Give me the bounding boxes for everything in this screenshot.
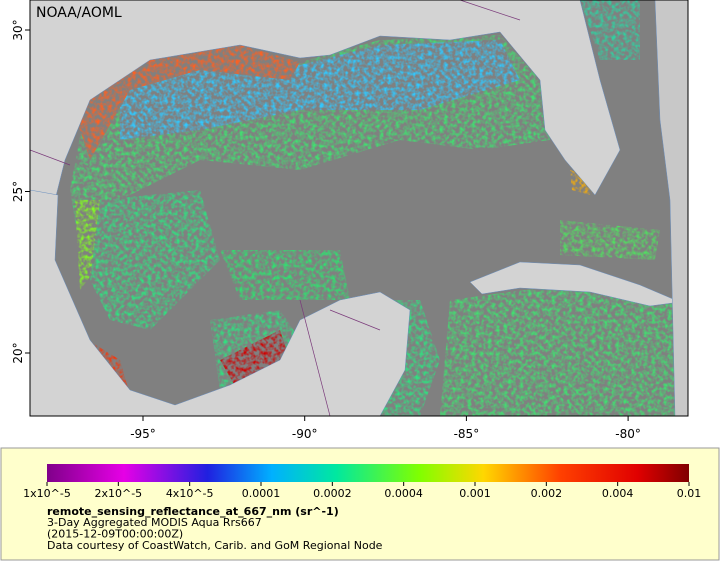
lat-label: 20° [11, 342, 25, 363]
variable-name: remote_sensing_reflectance_at_667_nm (sr… [47, 505, 339, 518]
borders [30, 0, 521, 416]
legend-lines: 3-Day Aggregated MODIS Aqua Rrs667(2015-… [47, 516, 383, 552]
legend-line: Data courtesy of CoastWatch, Carib. and … [47, 539, 383, 552]
colorbar-label: 0.001 [459, 487, 491, 500]
lat-label: 25° [11, 181, 25, 202]
colorbar-label: 2x10^-5 [94, 487, 142, 500]
us-land [30, 0, 621, 201]
colorbar-label: 4x10^-5 [166, 487, 214, 500]
cuba [469, 261, 681, 307]
map [30, 0, 688, 416]
colorbar-label: 1x10^-5 [23, 487, 71, 500]
lon-axis: -95° -90° -85° -80° [130, 416, 641, 441]
map-frame [29, 0, 689, 417]
legend-line: 3-Day Aggregated MODIS Aqua Rrs667 [47, 516, 262, 529]
lon-label: -80° [615, 427, 641, 441]
map-title: NOAA/AOML [36, 5, 122, 21]
colorbar-ticks: 1x10^-5 2x10^-5 4x10^-5 0.0001 0.0002 0.0004 0… [23, 482, 701, 500]
land [30, 0, 688, 416]
colorbar-label: 0.01 [677, 487, 702, 500]
colorbar-label: 0.0001 [242, 487, 281, 500]
lat-axis: 30° 25° 20° [11, 19, 30, 364]
lon-label: -90° [292, 427, 318, 441]
legend-line: (2015-12-09T00:00:00Z) [47, 528, 183, 541]
colorbar-label: 0.002 [531, 487, 563, 500]
colorbar-label: 0.004 [602, 487, 634, 500]
lon-label: -85° [454, 427, 480, 441]
colorbar [47, 464, 689, 482]
colorbar-label: 0.0004 [384, 487, 423, 500]
lon-label: -95° [130, 427, 156, 441]
atlantic-land [654, 0, 688, 416]
mexico-land [30, 189, 411, 416]
lat-label: 30° [11, 19, 25, 40]
colorbar-label: 0.0002 [313, 487, 352, 500]
